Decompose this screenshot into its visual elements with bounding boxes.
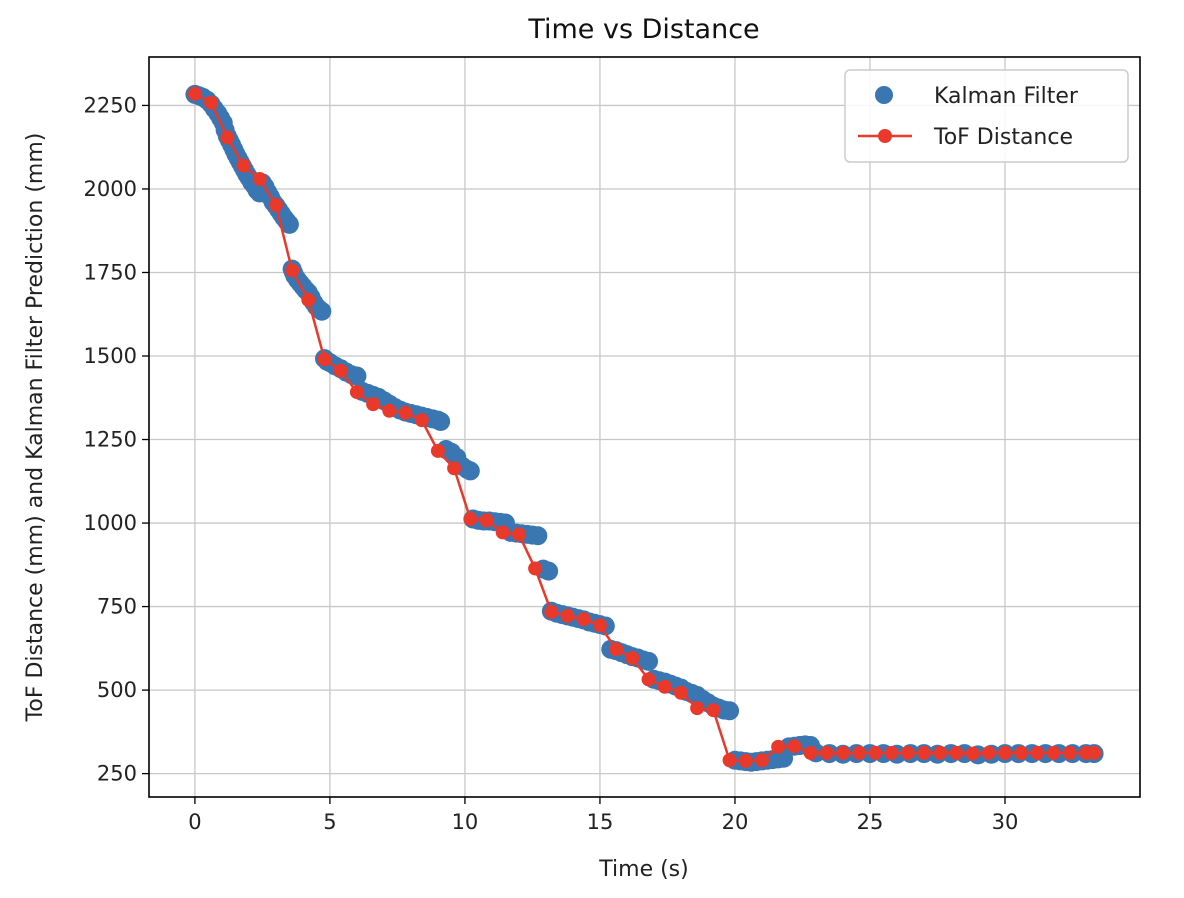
legend-tof-label: ToF Distance	[933, 125, 1073, 150]
y-axis-label: ToF Distance (mm) and Kalman Filter Pred…	[23, 133, 48, 723]
tof-point	[835, 745, 850, 760]
y-tick-label: 1250	[84, 428, 137, 452]
tof-point	[981, 745, 996, 760]
legend-tof-marker	[878, 129, 892, 143]
tof-point	[528, 561, 543, 576]
x-tick-label: 10	[452, 810, 479, 834]
x-tick-label: 15	[587, 810, 614, 834]
y-tick-label: 1000	[84, 511, 137, 535]
kalman-point	[720, 701, 740, 721]
x-axis: 0 5 10 15 20 25 30	[188, 797, 1018, 834]
tof-point	[949, 745, 964, 760]
tof-point	[285, 263, 300, 278]
x-tick-label: 30	[992, 810, 1019, 834]
tof-point	[787, 739, 802, 754]
tof-point	[997, 745, 1012, 760]
tof-point	[447, 461, 462, 476]
tof-point	[382, 403, 397, 418]
tof-point	[771, 739, 786, 754]
tof-point	[965, 746, 980, 761]
tof-point	[495, 525, 510, 540]
y-tick-label: 1750	[84, 260, 137, 284]
tof-point	[317, 352, 332, 367]
tof-point	[1087, 745, 1102, 760]
grid	[149, 57, 1140, 797]
tof-series	[187, 86, 1102, 768]
kalman-series	[185, 84, 1104, 772]
x-axis-label: Time (s)	[598, 857, 688, 882]
legend-kalman-marker	[875, 86, 893, 104]
kalman-point	[639, 651, 659, 671]
tof-point	[625, 651, 640, 666]
tof-point	[592, 618, 607, 633]
tof-point	[1062, 745, 1077, 760]
tof-point	[220, 130, 235, 145]
tof-point	[560, 608, 575, 623]
tof-point	[1030, 745, 1045, 760]
tof-point	[852, 745, 867, 760]
x-tick-label: 0	[188, 810, 201, 834]
tof-point	[414, 413, 429, 428]
y-tick-label: 250	[97, 762, 137, 786]
legend-box	[844, 69, 1129, 163]
tof-point	[252, 171, 267, 186]
tof-point	[301, 292, 316, 307]
x-tick-label: 20	[722, 810, 749, 834]
tof-point	[479, 513, 494, 528]
tof-point	[738, 753, 753, 768]
tof-point	[1014, 745, 1029, 760]
tof-point	[333, 363, 348, 378]
tof-point	[803, 745, 818, 760]
tof-point	[933, 745, 948, 760]
tof-point	[430, 443, 445, 458]
tof-point	[511, 527, 526, 542]
y-tick-label: 1500	[84, 344, 137, 368]
kalman-point	[431, 411, 451, 431]
tof-point	[187, 86, 202, 101]
kalman-point	[460, 461, 480, 481]
tof-point	[754, 753, 769, 768]
kalman-point	[347, 366, 367, 386]
tof-point	[204, 95, 219, 110]
kalman-point	[539, 561, 559, 581]
tof-point	[641, 672, 656, 687]
y-tick-label: 750	[97, 595, 137, 619]
y-tick-label: 500	[97, 678, 137, 702]
tof-point	[690, 701, 705, 716]
tof-point	[268, 198, 283, 212]
tof-point	[349, 385, 364, 400]
tof-point	[463, 512, 478, 527]
tof-point	[398, 405, 413, 420]
x-tick-label: 25	[857, 810, 884, 834]
tof-point	[884, 745, 899, 760]
tof-point	[722, 753, 737, 768]
y-axis: 250 500 750 1000 1250 1500 1750 2000 2250	[84, 93, 149, 786]
tof-point	[706, 703, 721, 718]
kalman-point	[312, 301, 332, 321]
tof-point	[609, 642, 624, 657]
plot-frame	[148, 56, 1141, 798]
y-tick-label: 2000	[84, 177, 137, 201]
tof-point	[868, 745, 883, 760]
tof-point	[900, 745, 915, 760]
tof-point	[1046, 745, 1061, 760]
tof-point	[673, 685, 688, 700]
y-tick-label: 2250	[84, 93, 137, 117]
tof-point	[819, 745, 834, 760]
tof-point	[657, 679, 672, 694]
legend-kalman-label: Kalman Filter	[934, 84, 1079, 109]
x-tick-label: 5	[323, 810, 336, 834]
tof-point	[544, 604, 559, 619]
legend: Kalman Filter ToF Distance	[844, 69, 1129, 163]
tof-point	[916, 745, 931, 760]
tof-point	[236, 158, 251, 173]
chart-title: Time vs Distance	[527, 14, 759, 45]
kalman-point	[279, 214, 299, 234]
kalman-point	[528, 526, 548, 546]
tof-point	[576, 612, 591, 627]
tof-point	[366, 397, 381, 412]
